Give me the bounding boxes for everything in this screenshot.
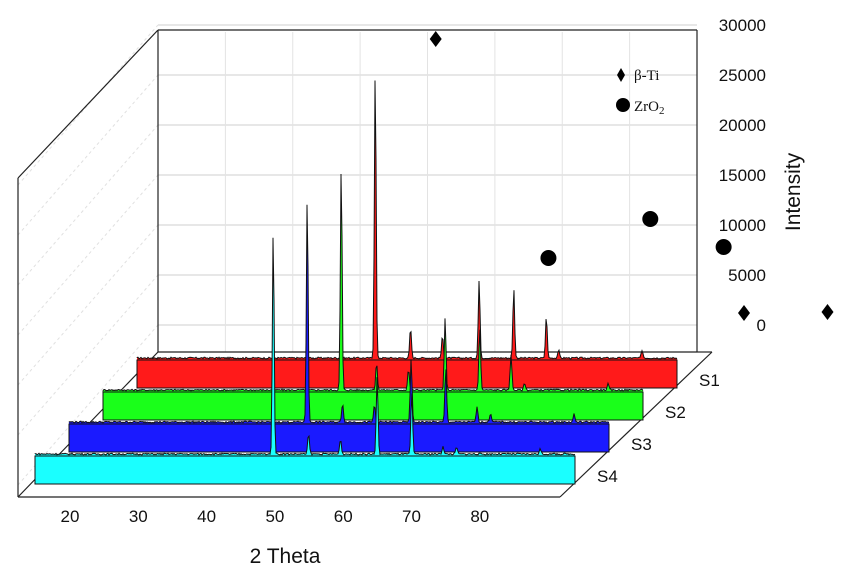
x-tick-label: 50 (265, 507, 284, 526)
grid-layer (17, 24, 697, 486)
series-line-s1 (136, 80, 678, 360)
series-line-s3 (68, 204, 610, 424)
peak-markers (429, 31, 834, 321)
legend-zro2-base: ZrO (634, 99, 659, 115)
series-slab-s4 (34, 455, 576, 485)
y-tick-label: 25000 (719, 66, 766, 85)
y-tick-label: 15000 (719, 166, 766, 185)
y-tick-label: 0 (757, 316, 766, 335)
frame-line (17, 29, 159, 179)
circle-marker-icon (642, 211, 659, 227)
y-tick-label: 30000 (719, 16, 766, 35)
legend-label-beta-ti: β-Ti (634, 68, 659, 84)
y-tick-label: 5000 (728, 266, 766, 285)
legend-label-zro2: ZrO2 (634, 99, 665, 117)
series-fill-s1 (137, 80, 677, 388)
x-tick-label: 20 (61, 507, 80, 526)
y-axis-title: Intensity (782, 152, 805, 231)
y-tick-labels: 0 5000 10000 15000 20000 25000 30000 (719, 16, 766, 335)
grid-line-side (17, 124, 159, 286)
legend-diamond-icon (617, 68, 625, 82)
series-label-s2: S2 (665, 403, 686, 422)
circle-marker-icon (540, 250, 557, 266)
diamond-marker-icon (821, 304, 834, 320)
x-tick-label: 60 (334, 507, 353, 526)
series-labels: S1 S2 S3 S4 (597, 371, 720, 486)
series-label-s3: S3 (631, 435, 652, 454)
frame-line (559, 351, 713, 498)
legend-circle-icon (616, 98, 630, 112)
circle-marker-icon (715, 239, 732, 255)
x-tick-label: 70 (402, 507, 421, 526)
x-tick-labels: 20 30 40 50 60 70 80 (61, 507, 490, 526)
y-tick-label: 20000 (719, 116, 766, 135)
grid-line-side (17, 24, 159, 186)
x-axis-title: 2 Theta (250, 545, 321, 568)
x-tick-label: 80 (470, 507, 489, 526)
series-layer (34, 80, 678, 485)
legend: β-Ti ZrO2 (616, 68, 665, 117)
x-tick-label: 40 (197, 507, 216, 526)
legend-zro2-subscript: 2 (659, 105, 665, 117)
series-line-s2 (102, 173, 644, 392)
grid-line-side (17, 174, 159, 336)
series-line-s4 (34, 237, 576, 456)
diamond-marker-icon (429, 31, 442, 47)
diamond-marker-icon (737, 305, 750, 321)
y-tick-label: 10000 (719, 216, 766, 235)
series-label-s4: S4 (597, 467, 618, 486)
series-label-s1: S1 (699, 371, 720, 390)
x-tick-label: 30 (129, 507, 148, 526)
